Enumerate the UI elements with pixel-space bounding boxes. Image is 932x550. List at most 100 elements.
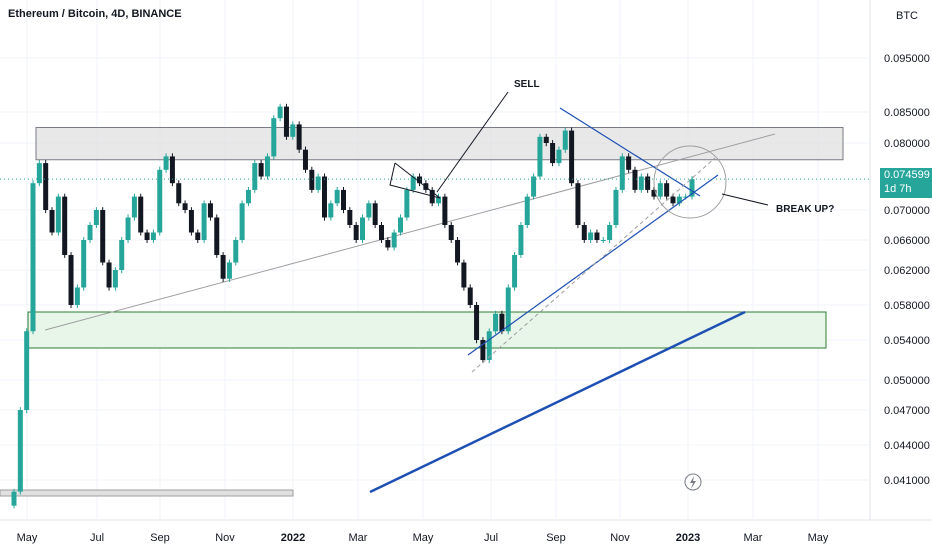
x-tick-label: Sep [150, 532, 170, 544]
candle-body [429, 189, 435, 204]
candle-body [607, 225, 613, 240]
candle-body [575, 183, 581, 225]
x-tick-label: Jul [90, 532, 104, 544]
long-trendline [44, 133, 776, 331]
x-tick-label: 2023 [676, 532, 700, 544]
x-tick-label: May [17, 532, 38, 544]
y-tick-label: 0.066000 [884, 235, 930, 247]
candle-body [302, 149, 308, 170]
candle-body [93, 210, 99, 225]
candle-body [632, 169, 638, 190]
candle-body [150, 232, 156, 240]
candle-body [309, 169, 315, 190]
candle-body [531, 176, 537, 197]
last-price-value: 0.074599 [884, 169, 930, 181]
candle-body [512, 255, 518, 288]
break-up-arrow-line [721, 193, 769, 206]
candle-body [220, 255, 226, 279]
candle-body [436, 196, 442, 204]
y-tick-label: 0.058000 [884, 300, 930, 312]
candle-body [398, 217, 404, 233]
candle-body [290, 124, 296, 137]
candle-body [264, 156, 270, 177]
candle-body [581, 225, 587, 240]
x-tick-label: 2022 [281, 532, 305, 544]
candle-body [106, 262, 112, 288]
candle-body [233, 240, 239, 263]
candle-body [169, 156, 175, 184]
candle-body [645, 176, 651, 190]
candle-body [442, 196, 448, 225]
candle-body [125, 217, 131, 240]
x-tick-label: Nov [215, 532, 235, 544]
candle-body [296, 124, 302, 150]
y-tick-label: 0.054000 [884, 335, 930, 347]
sell-arrow-line [436, 91, 509, 193]
candle-body [638, 176, 644, 190]
candle-body [340, 189, 346, 210]
candle-body [664, 183, 670, 197]
candle-body [410, 176, 416, 190]
x-tick-label: Mar [744, 532, 763, 544]
x-tick-label: May [413, 532, 434, 544]
candle-body [556, 149, 562, 164]
candle-body [417, 176, 423, 184]
candle-body [176, 183, 182, 204]
currency-label: BTC [896, 10, 918, 22]
candle-body [385, 240, 391, 248]
candle-body [569, 130, 575, 184]
candle-body [600, 240, 606, 241]
candle-body [239, 203, 245, 240]
candle-body [182, 203, 188, 210]
break-up-annotation: BREAK UP? [776, 204, 834, 215]
candle-body [657, 183, 663, 197]
y-tick-label: 0.062000 [884, 265, 930, 277]
candle-body [353, 225, 359, 240]
candle-body [144, 232, 150, 240]
candle-body [334, 189, 340, 204]
candle-body [226, 262, 232, 279]
candle-body [321, 176, 327, 218]
candle-body [518, 225, 524, 255]
countdown: 1d 7h [884, 183, 912, 195]
candle-body [455, 240, 461, 263]
sell-annotation: SELL [514, 79, 540, 90]
x-tick-label: Mar [349, 532, 368, 544]
candle-body [81, 240, 87, 288]
candle-body [315, 176, 321, 190]
lightning-icon [690, 476, 696, 489]
resistance-zone [35, 127, 844, 161]
candle-body [499, 313, 505, 332]
candle-body [524, 196, 530, 225]
candle-body [493, 313, 499, 332]
y-tick-label: 0.095000 [884, 53, 930, 65]
candle-body [372, 203, 378, 225]
y-tick-label: 0.044000 [884, 440, 930, 452]
dashed-channel-line [471, 157, 716, 373]
candle-body [55, 196, 61, 233]
candle-body [100, 210, 106, 263]
triangle-upper-line [559, 107, 701, 197]
candle-body [87, 225, 93, 240]
lower-zone [0, 489, 294, 497]
candle-body [36, 163, 42, 184]
candle-body [195, 232, 201, 240]
symbol-title: Ethereum / Bitcoin, 4D, BINANCE [8, 8, 182, 20]
x-tick-label: Nov [610, 532, 630, 544]
candle-body [214, 217, 220, 255]
candle-body [474, 305, 480, 340]
candle-body [112, 270, 118, 288]
candle-body [62, 196, 68, 255]
bear-flag-shape [389, 162, 441, 199]
y-tick-label: 0.041000 [884, 475, 930, 487]
break-up-circle [653, 145, 727, 219]
candle-body [379, 225, 385, 240]
x-tick-label: May [808, 532, 829, 544]
candle-body [188, 210, 194, 233]
candle-body [68, 255, 74, 305]
y-tick-label: 0.050000 [884, 375, 930, 387]
candle-body [448, 225, 454, 240]
candle-body [588, 232, 594, 240]
